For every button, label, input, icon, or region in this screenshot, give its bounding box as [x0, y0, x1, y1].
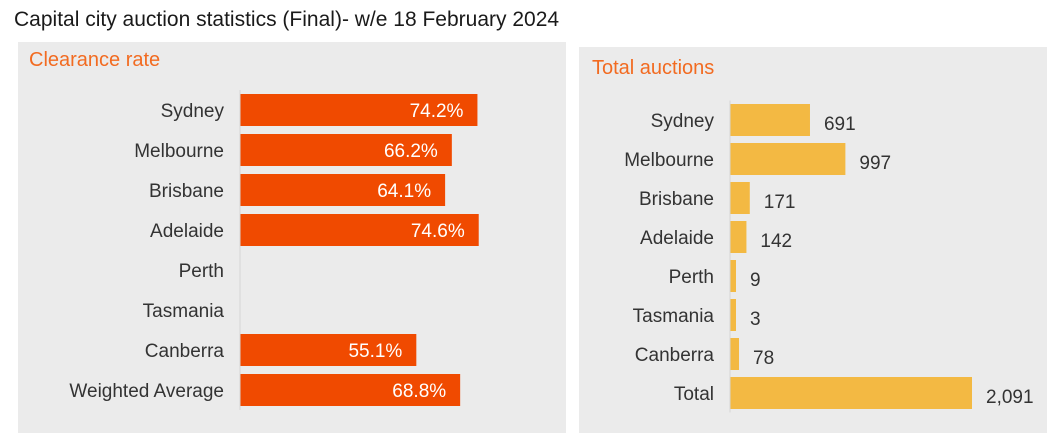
- clearance-category-melbourne: Melbourne: [134, 141, 224, 162]
- auctions-category-perth: Perth: [669, 267, 714, 288]
- auctions-value-label-sydney: 691: [824, 114, 856, 135]
- auctions-value-label-canberra: 78: [753, 348, 774, 369]
- clearance-value-label-weighted-average: 68.8%: [392, 381, 446, 402]
- clearance-bar-adelaide: [240, 214, 479, 246]
- auctions-value-label-tasmania: 3: [750, 309, 761, 330]
- auctions-bar-tasmania: [730, 299, 736, 331]
- auctions-value-label-adelaide: 142: [760, 231, 792, 252]
- auctions-bar-total: [730, 377, 972, 409]
- auctions-category-melbourne: Melbourne: [624, 150, 714, 171]
- clearance-rate-chart: Sydney 74.2% Melbourne 66.2% Brisbane 64.1% Ad…: [69, 90, 479, 410]
- auctions-value-label-total: 2,091: [986, 387, 1034, 408]
- clearance-value-label-sydney: 74.2%: [410, 101, 464, 122]
- clearance-bar-weighted-average: [240, 374, 461, 406]
- auctions-value-label-melbourne: 997: [859, 153, 891, 174]
- total-auctions-panel: Total auctions Sydney 691 Melbourne 997 Bris…: [579, 47, 1047, 433]
- auctions-bar-sydney: [730, 104, 810, 136]
- clearance-value-label-melbourne: 66.2%: [384, 141, 438, 162]
- page-title: Capital city auction statistics (Final)-…: [14, 8, 560, 31]
- clearance-rate-title: Clearance rate: [29, 49, 161, 71]
- auctions-category-brisbane: Brisbane: [639, 189, 714, 210]
- total-auctions-chart: Sydney 691 Melbourne 997 Brisbane 171 Adelaide…: [624, 100, 1034, 413]
- auctions-category-total: Total: [674, 384, 714, 405]
- clearance-bar-brisbane: [240, 174, 446, 206]
- clearance-bar-sydney: [240, 94, 478, 126]
- clearance-category-adelaide: Adelaide: [150, 221, 224, 242]
- clearance-value-label-adelaide: 74.6%: [411, 221, 465, 242]
- auctions-bar-melbourne: [730, 143, 846, 175]
- auctions-value-label-perth: 9: [750, 270, 761, 291]
- clearance-bar-melbourne: [240, 134, 452, 166]
- clearance-value-label-canberra: 55.1%: [348, 341, 402, 362]
- clearance-value-label-brisbane: 64.1%: [377, 181, 431, 202]
- clearance-bar-canberra: [240, 334, 417, 366]
- auctions-bar-adelaide: [730, 221, 747, 253]
- clearance-category-weighted-average: Weighted Average: [69, 381, 224, 402]
- auctions-bar-canberra: [730, 338, 740, 370]
- clearance-category-tasmania: Tasmania: [143, 301, 225, 322]
- clearance-category-perth: Perth: [179, 261, 224, 282]
- clearance-category-brisbane: Brisbane: [149, 181, 224, 202]
- total-auctions-title: Total auctions: [592, 57, 715, 79]
- auctions-category-tasmania: Tasmania: [633, 306, 715, 327]
- auctions-category-canberra: Canberra: [635, 345, 715, 366]
- auctions-value-label-brisbane: 171: [764, 192, 796, 213]
- auctions-category-sydney: Sydney: [651, 111, 715, 132]
- auctions-bar-brisbane: [730, 182, 750, 214]
- clearance-category-canberra: Canberra: [145, 341, 225, 362]
- clearance-rate-panel: Clearance rate Sydney 74.2% Melbourne 66.2%…: [18, 42, 566, 433]
- auctions-category-adelaide: Adelaide: [640, 228, 714, 249]
- auctions-bar-perth: [730, 260, 736, 292]
- clearance-category-sydney: Sydney: [161, 101, 225, 122]
